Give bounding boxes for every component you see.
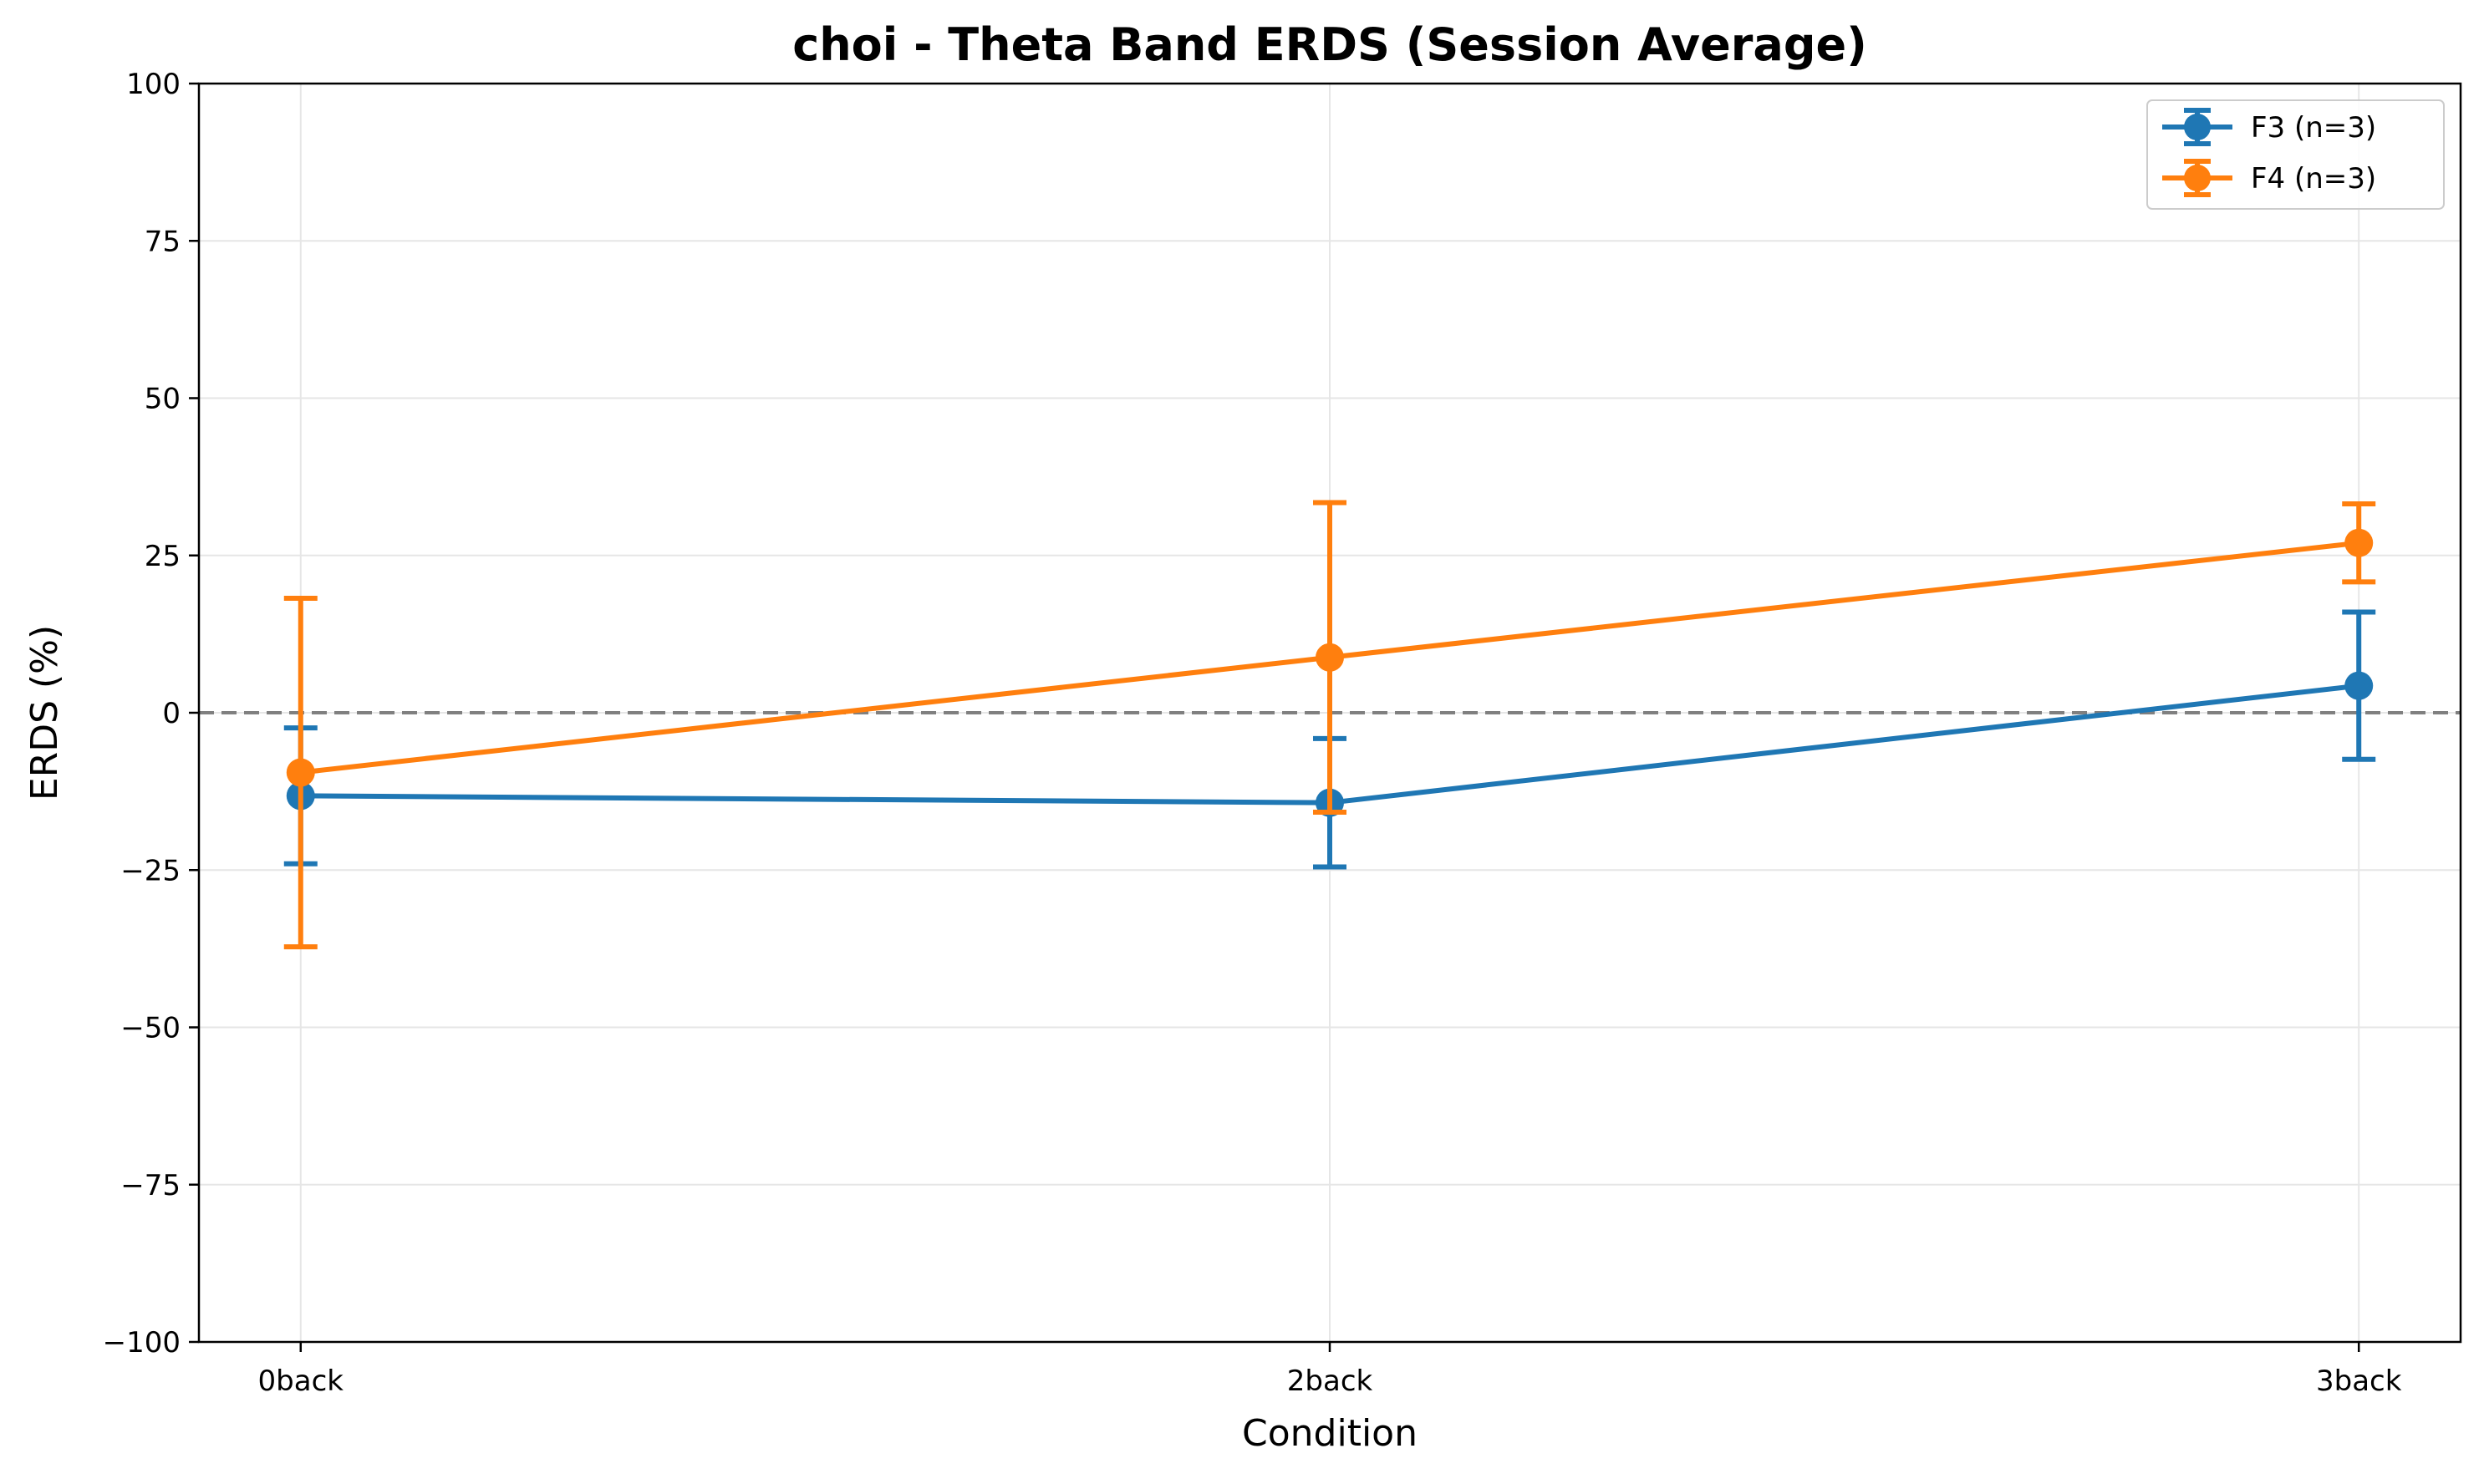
y-tick-label: 75 xyxy=(145,225,181,258)
legend-items: F3 (n=3) F4 (n=3) xyxy=(2162,108,2376,197)
y-tick-label: −50 xyxy=(120,1012,181,1045)
x-axis-title: Condition xyxy=(1242,1412,1418,1455)
data-point xyxy=(1316,643,1344,672)
y-tick-label: −25 xyxy=(120,854,181,887)
x-tick-label: 0back xyxy=(258,1365,344,1398)
y-tick-label: 100 xyxy=(126,68,181,101)
x-axis-ticks: 0back 2back 3back xyxy=(258,1342,2402,1398)
x-tick-label: 2back xyxy=(1287,1365,1373,1398)
series-layer xyxy=(283,500,2376,950)
legend-label: F4 (n=3) xyxy=(2251,162,2376,196)
data-point xyxy=(2344,528,2374,557)
legend-item-2: F4 (n=3) xyxy=(2162,159,2376,197)
y-tick-label: −100 xyxy=(103,1326,181,1359)
chart-title: choi - Theta Band ERDS (Session Average) xyxy=(792,18,1867,71)
y-axis-title: ERDS (%) xyxy=(23,625,66,800)
data-point xyxy=(2344,671,2374,700)
legend-marker xyxy=(2184,114,2211,140)
y-tick-label: −75 xyxy=(120,1169,181,1202)
legend-item-1: F3 (n=3) xyxy=(2162,108,2376,146)
y-tick-label: 50 xyxy=(145,383,181,416)
y-tick-label: 0 xyxy=(162,697,181,730)
y-tick-label: 25 xyxy=(145,540,181,573)
y-axis-ticks: −100 −75 −50 −25 0 25 50 75 100 xyxy=(103,68,199,1359)
x-tick-label: 3back xyxy=(2316,1365,2402,1398)
data-point xyxy=(286,758,315,787)
legend-label: F3 (n=3) xyxy=(2251,111,2376,145)
legend: F3 (n=3) F4 (n=3) xyxy=(2146,99,2445,210)
legend-marker xyxy=(2184,165,2211,191)
series-2 xyxy=(283,500,2376,950)
